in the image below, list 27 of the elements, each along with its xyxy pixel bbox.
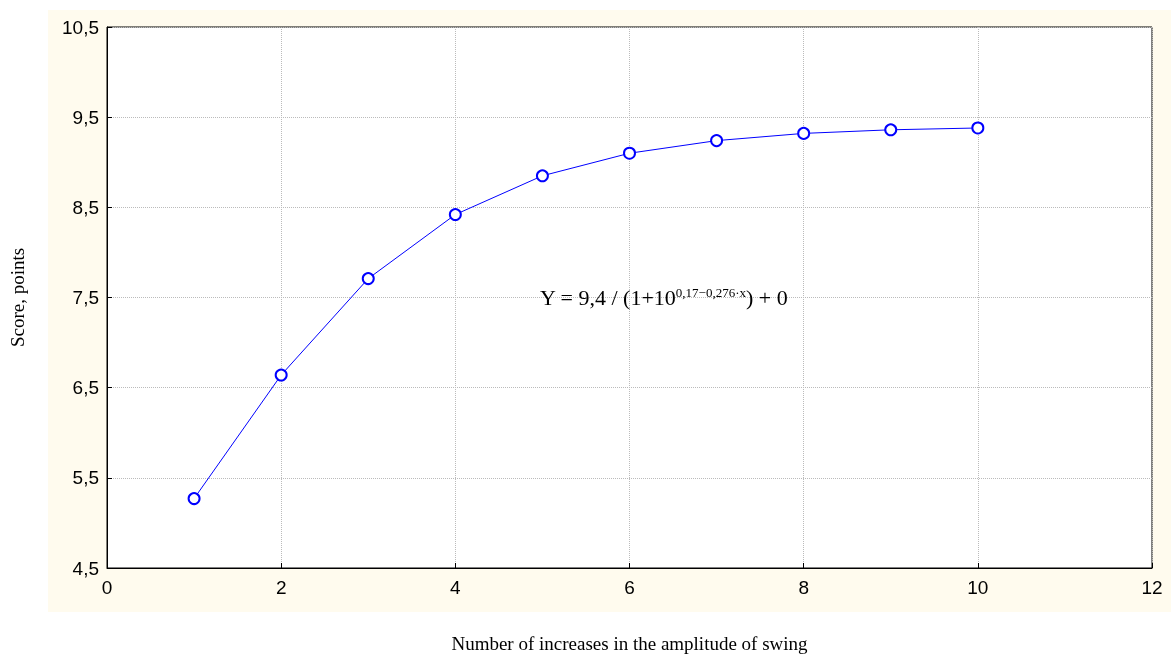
y-tick-label: 8,5 xyxy=(72,196,99,218)
y-tick-label: 7,5 xyxy=(72,287,99,308)
x-tick-label: 6 xyxy=(624,577,635,598)
x-axis-title: Number of increases in the amplitude of swing xyxy=(451,633,809,654)
point xyxy=(797,126,811,140)
point xyxy=(187,492,201,506)
x-tick-label: 0 xyxy=(101,577,113,598)
point xyxy=(448,208,462,222)
y-axis-title: Score, points xyxy=(7,247,28,348)
x-tick-label: 2 xyxy=(275,577,287,598)
point xyxy=(710,134,724,148)
point xyxy=(274,368,288,382)
annotation: Y = 9,4 / (1+10$^{0,17−0,276·x}$) + 0 xyxy=(540,285,788,312)
y-tick-label: 5,5 xyxy=(72,467,99,489)
x-tick-label: 12 xyxy=(1141,577,1163,598)
point xyxy=(535,169,549,183)
point xyxy=(361,272,375,286)
point xyxy=(623,146,636,160)
point xyxy=(884,123,898,137)
x-tick-label: 10 xyxy=(967,577,989,598)
point xyxy=(971,121,985,135)
y-tick-label: 6,5 xyxy=(72,377,99,399)
y-tick-label: 10,5 xyxy=(62,16,99,38)
x-tick-label: 4 xyxy=(450,577,462,598)
y-tick-label: 9,5 xyxy=(72,106,99,128)
y-tick-label: 4,5 xyxy=(72,557,99,579)
x-tick-label: 8 xyxy=(798,577,809,598)
